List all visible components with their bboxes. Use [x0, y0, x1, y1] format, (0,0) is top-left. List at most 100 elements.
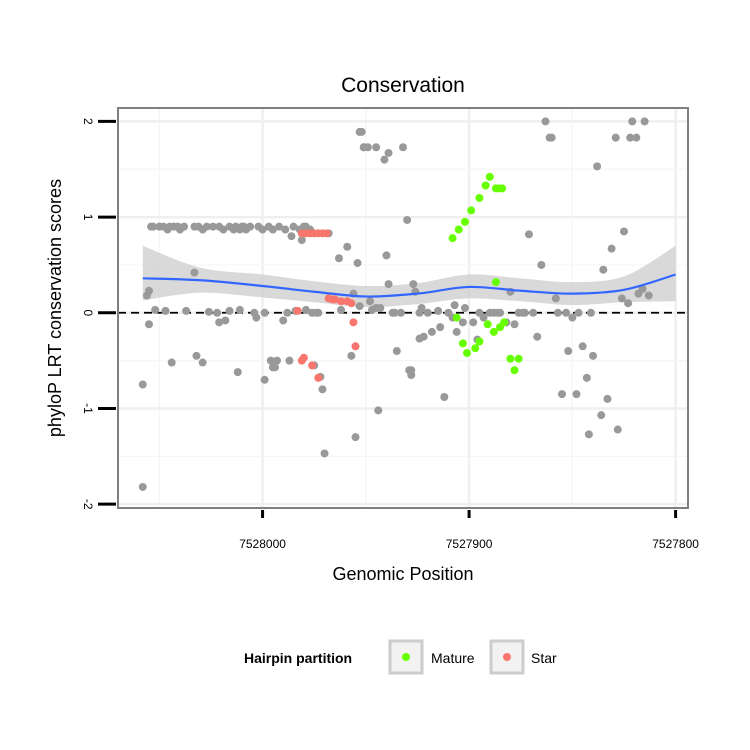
- point-other: [365, 297, 374, 306]
- point-other: [213, 308, 222, 317]
- point-mature: [467, 206, 476, 215]
- point-other: [423, 308, 432, 317]
- y-tick-label: 2: [81, 118, 95, 125]
- point-star: [322, 229, 331, 238]
- point-other: [479, 313, 488, 322]
- point-mature: [506, 354, 515, 363]
- point-star: [297, 356, 306, 365]
- point-other: [334, 254, 343, 263]
- point-other: [419, 332, 428, 341]
- point-other: [355, 302, 364, 311]
- point-star: [314, 373, 323, 382]
- legend-title: Hairpin partition: [244, 650, 352, 666]
- point-other: [353, 259, 362, 268]
- point-other: [551, 294, 560, 303]
- point-mature: [475, 337, 484, 346]
- point-mature: [498, 184, 507, 193]
- point-other: [151, 305, 160, 314]
- legend-label-star: Star: [531, 650, 557, 666]
- x-tick-label: 7527900: [446, 537, 493, 551]
- point-mature: [510, 366, 519, 375]
- point-other: [452, 327, 461, 336]
- point-other: [372, 143, 381, 152]
- point-other: [190, 268, 199, 277]
- confidence-band: [142, 245, 676, 308]
- point-other: [363, 143, 372, 152]
- smooth-line: [142, 273, 676, 298]
- point-other: [469, 318, 478, 327]
- point-mature: [485, 172, 494, 181]
- point-other: [574, 308, 583, 317]
- point-other: [235, 305, 244, 314]
- point-other: [283, 308, 292, 317]
- point-other: [407, 370, 416, 379]
- point-other: [599, 265, 608, 274]
- point-mature: [463, 348, 472, 357]
- y-tick-label: 0: [81, 309, 95, 316]
- point-other: [260, 308, 269, 317]
- point-other: [270, 363, 279, 372]
- point-other: [198, 358, 207, 367]
- chart-title: Conservation: [341, 74, 465, 97]
- point-other: [520, 308, 529, 317]
- point-other: [192, 351, 201, 360]
- point-other: [357, 127, 366, 136]
- point-other: [524, 230, 533, 239]
- point-other: [624, 299, 633, 308]
- point-other: [287, 232, 296, 241]
- point-other: [219, 225, 228, 234]
- legend: Hairpin partition Mature Star: [244, 639, 557, 675]
- point-other: [204, 307, 213, 316]
- point-other: [417, 304, 426, 312]
- point-other: [275, 222, 284, 231]
- point-other: [628, 117, 637, 126]
- point-mature: [475, 193, 484, 202]
- point-other: [384, 280, 393, 289]
- point-other: [161, 306, 170, 315]
- confidence-band-area: [142, 245, 676, 308]
- legend-label-mature: Mature: [431, 650, 475, 666]
- point-other: [436, 323, 445, 332]
- legend-swatch-star: [503, 653, 511, 661]
- x-tick-label: 7528000: [239, 537, 286, 551]
- point-mature: [448, 234, 457, 243]
- point-other: [351, 433, 360, 442]
- point-other: [640, 117, 649, 126]
- legend-item-star: Star: [489, 639, 557, 675]
- point-other: [496, 308, 505, 317]
- point-mature: [452, 313, 461, 322]
- point-other: [409, 280, 418, 289]
- point-other: [144, 286, 153, 295]
- point-other: [252, 313, 261, 322]
- point-other: [572, 390, 581, 399]
- point-other: [399, 143, 407, 152]
- point-mature: [483, 320, 492, 329]
- point-other: [266, 356, 275, 365]
- point-other: [138, 380, 147, 389]
- point-other: [537, 260, 546, 269]
- point-star: [293, 306, 302, 315]
- point-star: [347, 299, 356, 308]
- y-tick-label: -1: [81, 403, 95, 414]
- point-other: [510, 320, 519, 329]
- x-axis: 7528000 7527900 7527800: [239, 510, 699, 551]
- smooth-curve: [142, 273, 676, 298]
- point-other: [582, 373, 591, 382]
- point-other: [586, 308, 595, 317]
- point-other: [638, 284, 647, 293]
- point-other: [285, 356, 294, 365]
- point-other: [392, 347, 401, 356]
- point-other: [390, 308, 399, 317]
- point-star: [328, 295, 337, 304]
- point-mature: [454, 225, 463, 234]
- point-other: [144, 320, 153, 329]
- point-other: [558, 390, 567, 399]
- point-other: [209, 222, 217, 231]
- point-other: [626, 133, 635, 142]
- point-other: [396, 308, 405, 317]
- point-other: [589, 351, 597, 360]
- point-other: [180, 222, 189, 231]
- point-other: [289, 222, 298, 231]
- point-mature: [489, 327, 498, 336]
- point-other: [301, 305, 310, 314]
